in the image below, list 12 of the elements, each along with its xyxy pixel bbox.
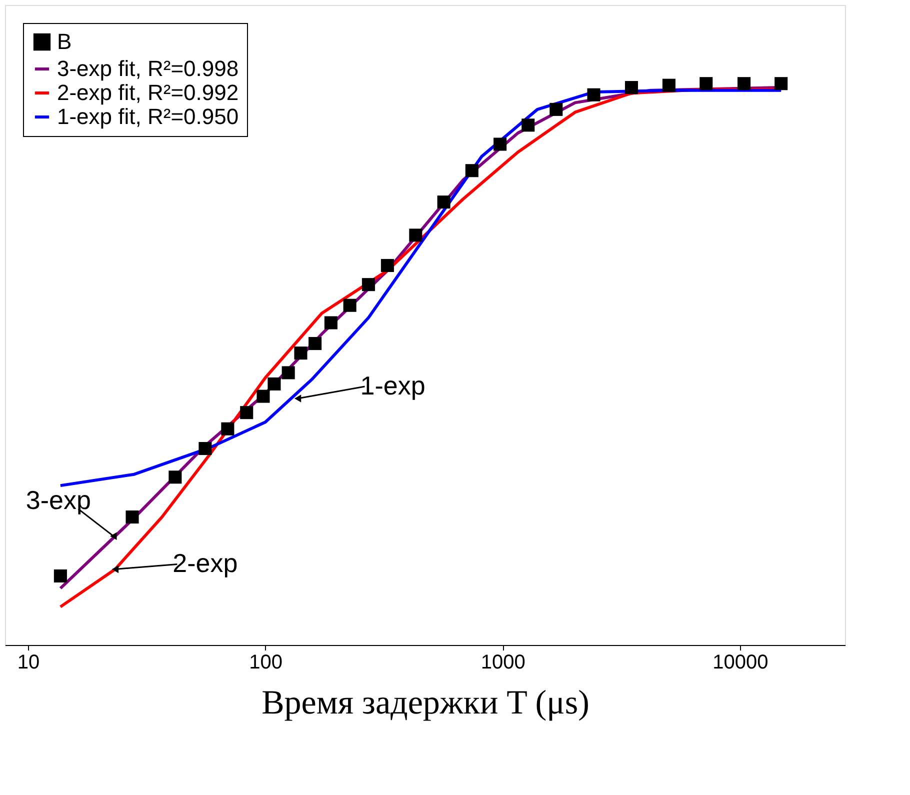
x-axis-title: Время задержки T (μs)	[262, 684, 590, 722]
x-tick-label: 10000	[712, 652, 768, 674]
x-tick-label: 100	[249, 652, 283, 674]
annotation: 1-exp	[360, 370, 426, 401]
annotation: 2-exp	[172, 548, 238, 578]
legend-label: 1-exp fit, R²=0.950	[57, 104, 239, 129]
legend-label: 3-exp fit, R²=0.998	[57, 56, 239, 81]
legend-label: B	[57, 29, 72, 54]
legend-label: 2-exp fit, R²=0.992	[57, 80, 239, 105]
x-tick-label: 1000	[480, 652, 526, 674]
x-tick-label: 10	[17, 652, 40, 674]
annotation: 3-exp	[26, 485, 91, 516]
